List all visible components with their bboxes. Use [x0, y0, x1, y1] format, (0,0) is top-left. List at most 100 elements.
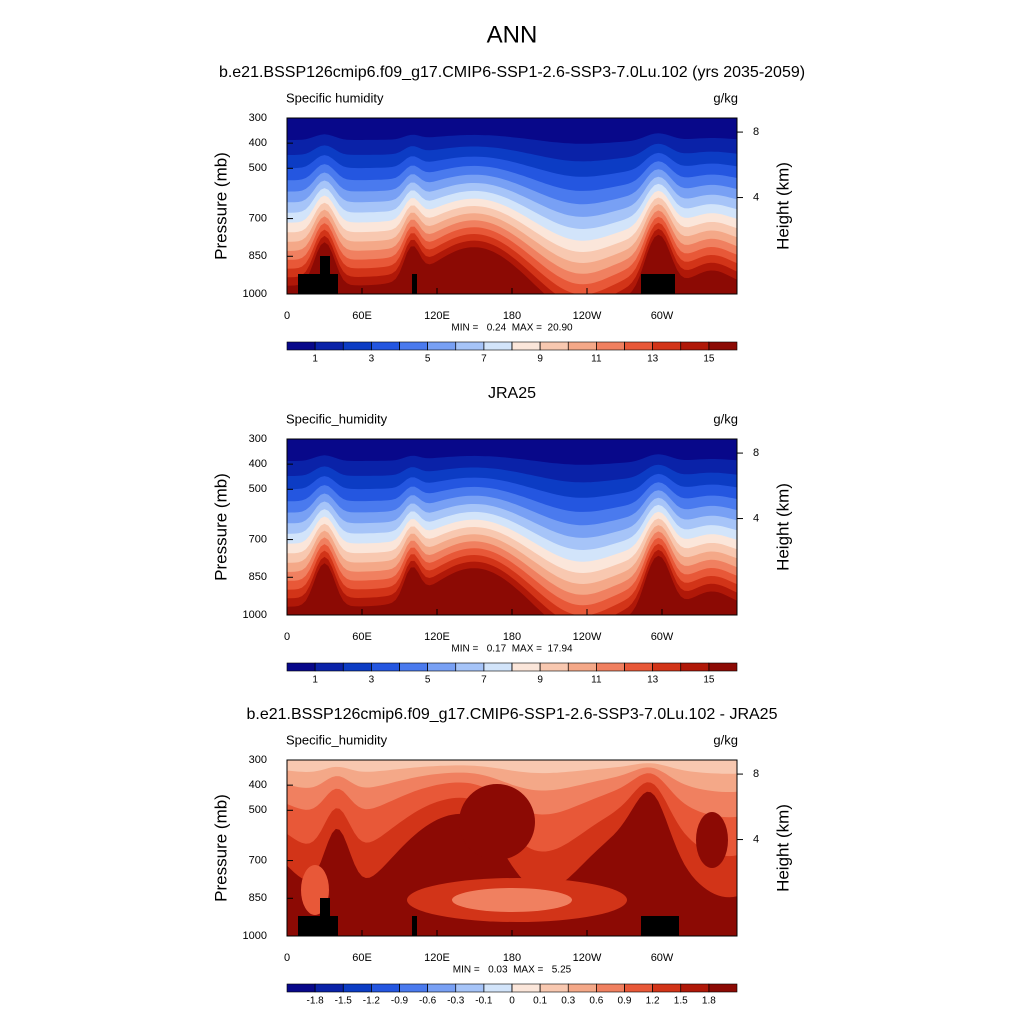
colorbar-label: 5 — [425, 354, 431, 365]
colorbar-label: 0 — [509, 996, 515, 1007]
topography-mask — [298, 916, 338, 936]
y-tick-label: 300 — [249, 433, 267, 445]
y-tick-label: 700 — [249, 533, 267, 545]
y-tick-label: 850 — [249, 250, 267, 262]
colorbar-box — [371, 662, 400, 672]
y-tick-label: 300 — [249, 112, 267, 124]
colorbar-label: 0.6 — [589, 996, 603, 1007]
y2-tick-label: 8 — [753, 126, 759, 138]
colorbar-box — [399, 983, 428, 993]
colorbar-box — [567, 662, 597, 672]
y2-tick-label: 8 — [753, 768, 759, 780]
colorbar-box — [539, 341, 569, 351]
colorbar-box — [539, 662, 569, 672]
y-tick-label: 500 — [249, 483, 267, 495]
topography — [298, 256, 679, 936]
colorbar-box — [567, 341, 597, 351]
x-tick-label: 0 — [284, 310, 290, 322]
colorbar-box — [596, 341, 625, 351]
contour-band — [452, 888, 572, 912]
units-label: g/kg — [713, 90, 738, 105]
panel: b.e21.BSSP126cmip6.f09_g17.CMIP6-SSP1-2.… — [211, 706, 792, 1006]
colorbar-box — [314, 341, 344, 351]
colorbar-box — [624, 341, 653, 351]
y-tick-label: 400 — [249, 458, 267, 470]
colorbar-label: 13 — [647, 354, 659, 365]
colorbar-box — [652, 341, 682, 351]
x-tick-label: 60E — [352, 310, 372, 322]
colorbar-label: 11 — [591, 675, 602, 686]
topography-mask — [298, 274, 338, 294]
colorbar-box — [342, 341, 372, 351]
colorbar-box — [314, 983, 344, 993]
y2-tick-label: 4 — [753, 512, 759, 524]
colorbar-box — [286, 341, 316, 351]
stats-label: MIN = 0.03 MAX = 5.25 — [453, 965, 572, 976]
colorbar-box — [624, 983, 653, 993]
x-tick-label: 120W — [573, 310, 602, 322]
variable-label: Specific_humidity — [286, 732, 388, 747]
topography-mask — [641, 274, 675, 294]
colorbar-label: 15 — [703, 675, 715, 686]
colorbar-label: 1 — [312, 354, 318, 365]
panel-title: JRA25 — [488, 385, 536, 402]
y2-tick-label: 4 — [753, 191, 759, 203]
y-axis-label: Pressure (mb) — [211, 152, 230, 260]
colorbar-box — [652, 662, 682, 672]
x-tick-label: 0 — [284, 631, 290, 643]
panel-title: b.e21.BSSP126cmip6.f09_g17.CMIP6-SSP1-2.… — [219, 64, 805, 81]
topography-mask — [412, 274, 417, 294]
colorbar-box — [539, 983, 569, 993]
colorbar-box — [286, 662, 316, 672]
colorbar-box — [399, 341, 428, 351]
colorbar-label: -0.9 — [391, 996, 409, 1007]
x-tick-label: 0 — [284, 952, 290, 964]
colorbar-box — [286, 983, 316, 993]
variable-label: Specific humidity — [286, 90, 384, 105]
colorbar-box — [624, 662, 653, 672]
y-tick-label: 850 — [249, 892, 267, 904]
panels: b.e21.BSSP126cmip6.f09_g17.CMIP6-SSP1-2.… — [211, 64, 805, 1006]
colorbar-box — [652, 983, 682, 993]
colorbar-box — [680, 341, 710, 351]
colorbar-box — [596, 983, 625, 993]
colorbar-label: 13 — [647, 675, 659, 686]
y-tick-label: 500 — [249, 162, 267, 174]
colorbar-box — [511, 983, 541, 993]
topography-mask — [320, 256, 330, 275]
contour-band — [696, 812, 728, 868]
colorbar-box — [483, 983, 513, 993]
colorbar-label: 1.2 — [646, 996, 660, 1007]
colorbar-box — [708, 983, 738, 993]
stats-label: MIN = 0.24 MAX = 20.90 — [451, 323, 573, 334]
topography-mask — [641, 916, 679, 936]
contour-field — [287, 439, 737, 615]
x-tick-label: 60W — [651, 631, 674, 643]
y-tick-label: 300 — [249, 754, 267, 766]
colorbar-box — [455, 341, 485, 351]
contour-band — [287, 760, 737, 774]
colorbar-label: 7 — [481, 675, 487, 686]
colorbar-label: 11 — [591, 354, 602, 365]
colorbar-label: 7 — [481, 354, 487, 365]
colorbar-label: 1.8 — [702, 996, 716, 1007]
panel: JRA25 Specific_humidity g/kg Pressure (mb) H… — [211, 385, 792, 685]
colorbar-box — [342, 983, 372, 993]
x-tick-label: 120E — [424, 952, 450, 964]
colorbar-box — [371, 341, 400, 351]
colorbar-label: 5 — [425, 675, 431, 686]
colorbar-label: 0.3 — [561, 996, 575, 1007]
colorbar-box — [371, 983, 400, 993]
colorbar-label: -0.6 — [419, 996, 437, 1007]
contour-field — [287, 118, 737, 294]
colorbar-label: 9 — [537, 675, 543, 686]
colorbar-box — [680, 983, 710, 993]
x-tick-label: 60E — [352, 631, 372, 643]
colorbar-label: -0.3 — [447, 996, 465, 1007]
contour-band — [287, 555, 737, 615]
colorbar-label: -1.2 — [363, 996, 381, 1007]
y-tick-label: 1000 — [243, 930, 267, 942]
y2-tick-label: 4 — [753, 833, 759, 845]
colorbar-box — [314, 662, 344, 672]
